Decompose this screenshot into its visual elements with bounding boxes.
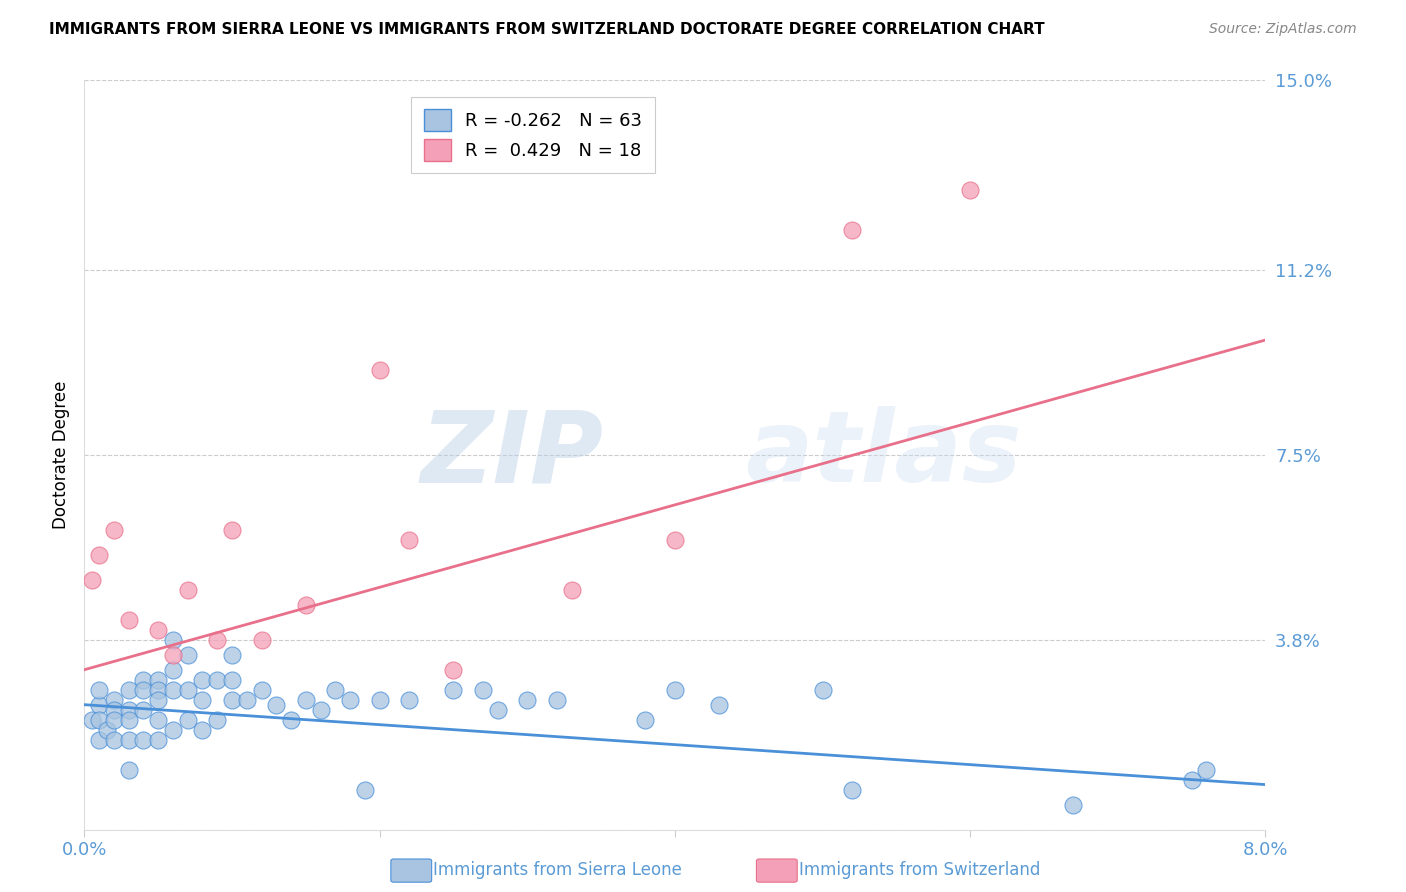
Point — [368, 692, 391, 706]
Point — [118, 763, 141, 777]
Point — [250, 632, 273, 647]
Text: atlas: atlas — [745, 407, 1022, 503]
Point — [398, 533, 420, 547]
Point — [561, 582, 583, 597]
Point — [1195, 763, 1218, 777]
Point — [221, 523, 243, 537]
Point — [221, 673, 243, 687]
Point — [177, 582, 200, 597]
Text: Immigrants from Sierra Leone: Immigrants from Sierra Leone — [433, 861, 682, 879]
Point — [148, 732, 170, 747]
Point — [486, 703, 509, 717]
Point — [87, 713, 111, 727]
Point — [177, 682, 200, 697]
Point — [118, 732, 141, 747]
Point — [368, 363, 391, 377]
Point — [339, 692, 361, 706]
Point — [664, 682, 686, 697]
Point — [103, 703, 125, 717]
Point — [87, 548, 111, 562]
Point — [1063, 797, 1085, 812]
Point — [148, 623, 170, 637]
Point — [103, 732, 125, 747]
Point — [443, 663, 465, 677]
Point — [162, 648, 184, 662]
Point — [148, 673, 170, 687]
Point — [103, 692, 125, 706]
Point — [325, 682, 347, 697]
Point — [132, 732, 155, 747]
Point — [546, 692, 568, 706]
Point — [207, 632, 229, 647]
Point — [162, 632, 184, 647]
Point — [280, 713, 302, 727]
Point — [118, 682, 141, 697]
Point — [398, 692, 420, 706]
Point — [177, 648, 200, 662]
Point — [162, 723, 184, 737]
Point — [443, 682, 465, 697]
Point — [295, 598, 318, 612]
Point — [87, 698, 111, 712]
Point — [709, 698, 731, 712]
Text: ZIP: ZIP — [420, 407, 605, 503]
Point — [162, 663, 184, 677]
Point — [103, 713, 125, 727]
Point — [1181, 772, 1204, 787]
Point — [191, 692, 214, 706]
Point — [634, 713, 657, 727]
Point — [103, 523, 125, 537]
Point — [87, 682, 111, 697]
Point — [191, 723, 214, 737]
Point — [811, 682, 834, 697]
Point — [664, 533, 686, 547]
Point — [191, 673, 214, 687]
Point — [118, 613, 141, 627]
Point — [207, 673, 229, 687]
Point — [118, 713, 141, 727]
Y-axis label: Doctorate Degree: Doctorate Degree — [52, 381, 70, 529]
Point — [221, 692, 243, 706]
Point — [80, 713, 103, 727]
Point — [959, 183, 981, 197]
Point — [96, 723, 118, 737]
Point — [162, 682, 184, 697]
Point — [148, 713, 170, 727]
Point — [177, 713, 200, 727]
Point — [132, 703, 155, 717]
Point — [264, 698, 288, 712]
Point — [841, 782, 863, 797]
Legend: R = -0.262   N = 63, R =  0.429   N = 18: R = -0.262 N = 63, R = 0.429 N = 18 — [411, 97, 655, 173]
Point — [87, 732, 111, 747]
Point — [516, 692, 538, 706]
Point — [221, 648, 243, 662]
Text: IMMIGRANTS FROM SIERRA LEONE VS IMMIGRANTS FROM SWITZERLAND DOCTORATE DEGREE COR: IMMIGRANTS FROM SIERRA LEONE VS IMMIGRAN… — [49, 22, 1045, 37]
Point — [148, 692, 170, 706]
Point — [132, 682, 155, 697]
Point — [132, 673, 155, 687]
Point — [118, 703, 141, 717]
Point — [309, 703, 332, 717]
Point — [841, 223, 863, 237]
Point — [472, 682, 495, 697]
Text: Source: ZipAtlas.com: Source: ZipAtlas.com — [1209, 22, 1357, 37]
Point — [295, 692, 318, 706]
Point — [80, 573, 103, 587]
Point — [250, 682, 273, 697]
Point — [207, 713, 229, 727]
Point — [235, 692, 259, 706]
Point — [148, 682, 170, 697]
Point — [354, 782, 377, 797]
Text: Immigrants from Switzerland: Immigrants from Switzerland — [799, 861, 1040, 879]
